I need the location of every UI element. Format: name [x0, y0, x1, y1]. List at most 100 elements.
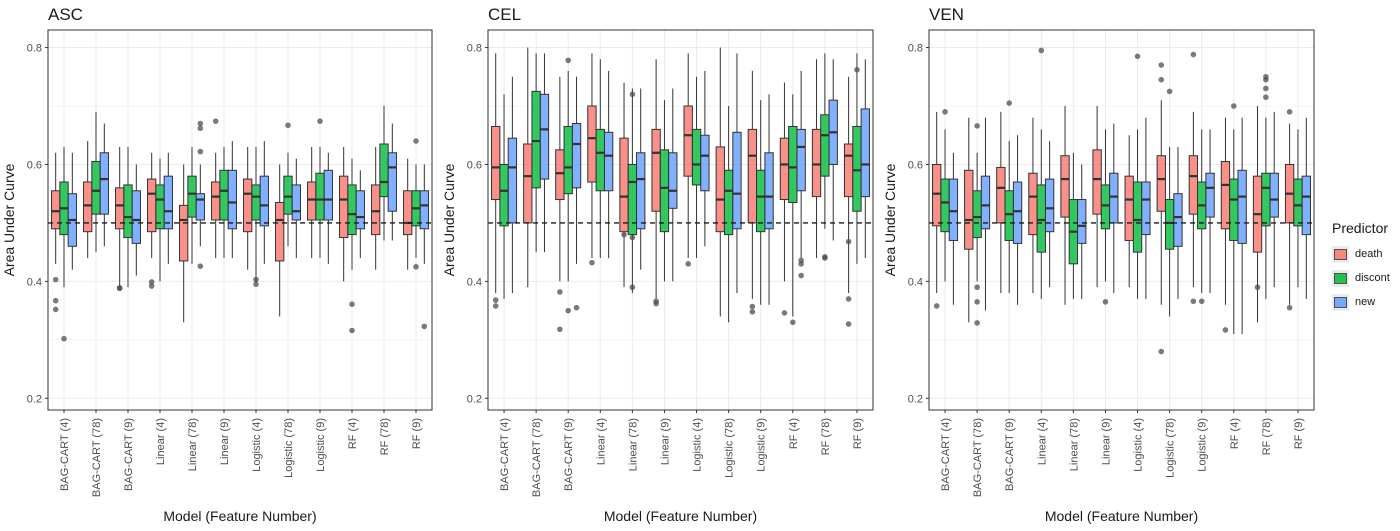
box-discont: [972, 190, 982, 239]
outlier-point: [1286, 109, 1293, 115]
outlier-point: [1158, 348, 1165, 355]
x-tick-label: BAG-CART (4): [59, 418, 71, 491]
outlier-point: [653, 300, 659, 307]
panel-background: [48, 30, 432, 410]
box-discont: [123, 184, 133, 239]
box-death: [1060, 155, 1070, 218]
box-new: [195, 193, 205, 221]
legend-swatch-death: [1334, 248, 1347, 260]
box-death: [964, 169, 974, 250]
box-death: [932, 163, 942, 227]
y-tick-label: 0.4: [467, 276, 482, 288]
box-new: [1077, 199, 1087, 244]
outlier-point: [52, 276, 59, 283]
x-tick-label: Linear (4): [595, 418, 607, 465]
box-death: [619, 137, 629, 233]
outlier-point: [557, 326, 563, 333]
x-tick-label: RF (78): [820, 418, 832, 455]
outlier-point: [565, 307, 572, 314]
box-new: [948, 178, 959, 241]
box-discont: [531, 90, 541, 189]
box-discont: [1036, 184, 1046, 253]
box-discont: [1261, 172, 1271, 227]
box-new: [259, 175, 269, 227]
box-death: [83, 181, 93, 233]
x-tick-label: BAG-CART (78): [972, 418, 984, 497]
x-tick-label: Linear (9): [219, 418, 231, 465]
outlier-point: [285, 122, 291, 129]
outlier-point: [854, 66, 860, 73]
box-death: [1092, 149, 1102, 215]
box-death: [371, 184, 381, 236]
box-death: [996, 166, 1006, 224]
x-tick-label: Linear (9): [1100, 418, 1112, 465]
box-discont: [691, 128, 702, 186]
outlier-point: [974, 299, 980, 305]
panel-title: VEN: [929, 5, 964, 24]
box-discont: [788, 125, 798, 203]
outlier-point: [148, 279, 155, 285]
box-death: [587, 105, 597, 183]
box-death: [211, 181, 221, 221]
box-new: [1269, 172, 1279, 218]
legend-item-new: new: [1332, 290, 1390, 314]
box-discont: [219, 169, 229, 221]
x-tick-label: Logistic (9): [315, 418, 327, 472]
x-tick-label: Logistic (9): [756, 418, 768, 472]
box-discont: [627, 163, 638, 236]
box-death: [403, 190, 413, 236]
panel-background: [929, 30, 1314, 410]
box-discont: [1293, 178, 1303, 227]
box-new: [1012, 181, 1023, 244]
x-tick-label: Linear (9): [659, 418, 671, 465]
outlier-point: [557, 289, 563, 295]
box-death: [1028, 172, 1038, 236]
outlier-point: [1230, 103, 1237, 109]
y-tick-label: 0.8: [27, 43, 42, 55]
box-death: [811, 128, 822, 198]
box-discont: [155, 184, 165, 230]
box-death: [1220, 161, 1231, 230]
x-tick-label: RF (4): [788, 418, 800, 449]
box-new: [1205, 172, 1215, 218]
box-new: [636, 152, 646, 230]
panel-border: [928, 29, 1315, 411]
outlier-point: [1190, 298, 1197, 305]
box-new: [1237, 169, 1247, 244]
outlier-point: [1102, 299, 1109, 305]
outlier-point: [845, 238, 852, 245]
y-tick-label: 0.2: [27, 393, 42, 405]
outlier-point: [798, 272, 804, 279]
panel-border: [487, 29, 874, 411]
box-new: [355, 190, 365, 230]
box-discont: [595, 128, 605, 192]
outlier-point: [413, 138, 419, 144]
box-death: [715, 146, 725, 233]
panel-border: [47, 29, 433, 411]
box-discont: [1100, 184, 1111, 230]
outlier-point: [974, 123, 980, 129]
box-discont: [347, 184, 357, 236]
outlier-point: [197, 148, 204, 155]
outlier-point: [212, 118, 219, 124]
outlier-point: [629, 234, 636, 241]
outlier-point: [1263, 76, 1269, 83]
box-discont: [1132, 181, 1143, 253]
outlier-point: [845, 296, 852, 302]
box-new: [1173, 193, 1183, 247]
box-new: [227, 169, 237, 230]
outlier-point: [197, 125, 204, 132]
x-tick-label: Linear (4): [155, 418, 167, 465]
box-discont: [563, 125, 573, 195]
outlier-point: [974, 284, 980, 291]
outlier-point: [789, 319, 796, 326]
x-tick-label: Logistic (78): [283, 418, 295, 478]
outlier-point: [1166, 88, 1173, 95]
y-tick-label: 0.6: [27, 159, 42, 171]
box-new: [1141, 181, 1151, 236]
box-new: [980, 175, 991, 230]
box-death: [843, 143, 854, 198]
x-tick-label: Linear (78): [187, 418, 199, 471]
box-new: [732, 131, 742, 230]
x-tick-label: BAG-CART (4): [940, 418, 952, 491]
